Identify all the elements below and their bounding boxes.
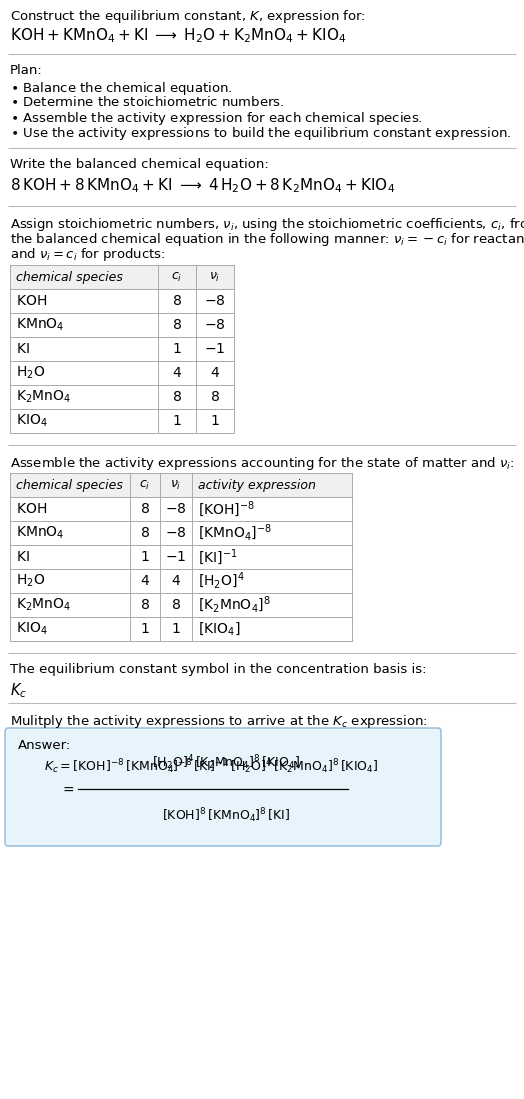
Text: activity expression: activity expression [198, 478, 316, 491]
Text: $\mathrm{KOH}$: $\mathrm{KOH}$ [16, 502, 47, 517]
Text: Answer:: Answer: [18, 739, 71, 752]
Text: 8: 8 [172, 390, 181, 404]
Text: 8: 8 [140, 526, 149, 540]
Text: $\mathrm{KOH + KMnO_4 + KI} \;\longrightarrow\; \mathrm{H_2O + K_2MnO_4 + KIO_4}: $\mathrm{KOH + KMnO_4 + KI} \;\longright… [10, 26, 346, 45]
Text: $\mathrm{KMnO_4}$: $\mathrm{KMnO_4}$ [16, 317, 64, 333]
Bar [10, 265, 234, 433]
Text: $K_c$: $K_c$ [10, 681, 27, 700]
Text: Assign stoichiometric numbers, $\nu_i$, using the stoichiometric coefficients, $: Assign stoichiometric numbers, $\nu_i$, … [10, 217, 524, 233]
Text: $\mathrm{H_2O}$: $\mathrm{H_2O}$ [16, 365, 45, 381]
Text: 1: 1 [211, 414, 220, 428]
Bar [10, 265, 234, 289]
Text: 4: 4 [172, 574, 180, 588]
Text: $\mathrm{K_2MnO_4}$: $\mathrm{K_2MnO_4}$ [16, 597, 71, 613]
Text: the balanced chemical equation in the following manner: $\nu_i = -c_i$ for react: the balanced chemical equation in the fo… [10, 231, 524, 248]
Text: $\mathrm{KOH}$: $\mathrm{KOH}$ [16, 295, 47, 308]
Text: 1: 1 [140, 622, 149, 636]
Text: 8: 8 [140, 598, 149, 612]
Text: 4: 4 [140, 574, 149, 588]
Text: 8: 8 [172, 318, 181, 332]
Text: $\mathrm{KIO_4}$: $\mathrm{KIO_4}$ [16, 621, 48, 637]
Text: $c_i$: $c_i$ [139, 478, 150, 491]
Text: chemical species: chemical species [16, 478, 123, 491]
Text: $[\mathrm{H_2O}]^4\,[\mathrm{K_2MnO_4}]^8\,[\mathrm{KIO_4}]$: $[\mathrm{H_2O}]^4\,[\mathrm{K_2MnO_4}]^… [152, 753, 300, 771]
Text: $[\mathrm{H_2O}]^4$: $[\mathrm{H_2O}]^4$ [198, 570, 245, 591]
Text: 4: 4 [211, 366, 220, 380]
Text: $\mathrm{KI}$: $\mathrm{KI}$ [16, 550, 30, 564]
Text: Assemble the activity expressions accounting for the state of matter and $\nu_i$: Assemble the activity expressions accoun… [10, 455, 515, 471]
Text: $-8$: $-8$ [204, 318, 226, 332]
Text: $K_c = [\mathrm{KOH}]^{-8}\,[\mathrm{KMnO_4}]^{-8}\,[\mathrm{KI}]^{-1}\,[\mathrm: $K_c = [\mathrm{KOH}]^{-8}\,[\mathrm{KMn… [44, 757, 378, 776]
Text: The equilibrium constant symbol in the concentration basis is:: The equilibrium constant symbol in the c… [10, 663, 427, 676]
Text: $\mathrm{H_2O}$: $\mathrm{H_2O}$ [16, 573, 45, 589]
Text: 1: 1 [140, 550, 149, 564]
Text: 1: 1 [172, 342, 181, 356]
Text: $-8$: $-8$ [165, 526, 187, 540]
Text: $-1$: $-1$ [166, 550, 187, 564]
Text: 1: 1 [172, 414, 181, 428]
Text: chemical species: chemical species [16, 270, 123, 284]
Text: $[\mathrm{K_2MnO_4}]^8$: $[\mathrm{K_2MnO_4}]^8$ [198, 595, 271, 615]
Text: $=$: $=$ [60, 782, 75, 796]
Text: $\mathrm{KMnO_4}$: $\mathrm{KMnO_4}$ [16, 525, 64, 541]
Text: $[\mathrm{KI}]^{-1}$: $[\mathrm{KI}]^{-1}$ [198, 547, 237, 567]
Text: 8: 8 [140, 502, 149, 517]
Text: $\bullet$ Determine the stoichiometric numbers.: $\bullet$ Determine the stoichiometric n… [10, 95, 285, 109]
Text: 8: 8 [171, 598, 180, 612]
Text: $[\mathrm{KOH}]^{-8}$: $[\mathrm{KOH}]^{-8}$ [198, 499, 255, 519]
Text: Mulitply the activity expressions to arrive at the $K_c$ expression:: Mulitply the activity expressions to arr… [10, 713, 428, 730]
Text: 8: 8 [211, 390, 220, 404]
Text: $\mathrm{KI}$: $\mathrm{KI}$ [16, 342, 30, 356]
FancyBboxPatch shape [5, 728, 441, 846]
Text: $\nu_i$: $\nu_i$ [209, 270, 221, 284]
Text: $[\mathrm{KOH}]^8\,[\mathrm{KMnO_4}]^8\,[\mathrm{KI}]$: $[\mathrm{KOH}]^8\,[\mathrm{KMnO_4}]^8\,… [162, 806, 290, 824]
Bar [10, 473, 352, 641]
Text: $\bullet$ Balance the chemical equation.: $\bullet$ Balance the chemical equation. [10, 80, 233, 97]
Text: Write the balanced chemical equation:: Write the balanced chemical equation: [10, 158, 269, 171]
Text: $\mathrm{8\,KOH + 8\,KMnO_4 + KI} \;\longrightarrow\; \mathrm{4\,H_2O + 8\,K_2Mn: $\mathrm{8\,KOH + 8\,KMnO_4 + KI} \;\lon… [10, 176, 395, 195]
Text: 1: 1 [171, 622, 180, 636]
Text: $-8$: $-8$ [204, 295, 226, 308]
Text: $\bullet$ Use the activity expressions to build the equilibrium constant express: $\bullet$ Use the activity expressions t… [10, 125, 511, 142]
Text: $-8$: $-8$ [165, 502, 187, 517]
Text: $[\mathrm{KMnO_4}]^{-8}$: $[\mathrm{KMnO_4}]^{-8}$ [198, 523, 272, 543]
Text: Construct the equilibrium constant, $K$, expression for:: Construct the equilibrium constant, $K$,… [10, 8, 366, 25]
Text: Plan:: Plan: [10, 64, 43, 77]
Text: $c_i$: $c_i$ [171, 270, 183, 284]
Text: $[\mathrm{KIO_4}]$: $[\mathrm{KIO_4}]$ [198, 621, 241, 637]
Text: $\mathrm{KIO_4}$: $\mathrm{KIO_4}$ [16, 413, 48, 430]
Text: 4: 4 [172, 366, 181, 380]
Bar [10, 473, 352, 497]
Text: and $\nu_i = c_i$ for products:: and $\nu_i = c_i$ for products: [10, 246, 166, 263]
Text: $-1$: $-1$ [204, 342, 226, 356]
Text: $\mathrm{K_2MnO_4}$: $\mathrm{K_2MnO_4}$ [16, 389, 71, 406]
Text: $\nu_i$: $\nu_i$ [170, 478, 182, 491]
Text: 8: 8 [172, 295, 181, 308]
Text: $\bullet$ Assemble the activity expression for each chemical species.: $\bullet$ Assemble the activity expressi… [10, 110, 423, 127]
